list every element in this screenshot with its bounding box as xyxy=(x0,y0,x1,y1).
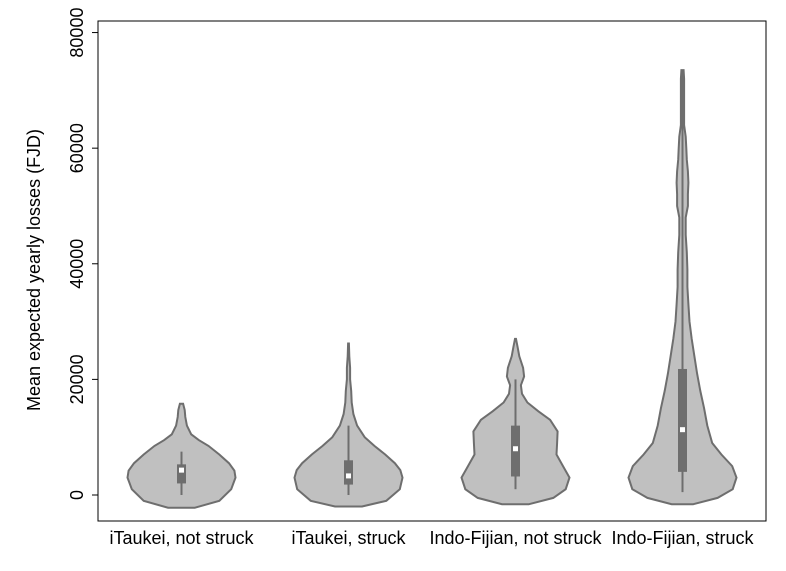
violin-median-marker xyxy=(346,473,351,479)
violin-median-marker xyxy=(680,427,685,433)
y-tick-label: 20000 xyxy=(67,354,87,404)
y-tick-label: 80000 xyxy=(67,8,87,58)
violin-iqr-box xyxy=(678,368,687,472)
y-axis: 0 20000 40000 60000 80000 xyxy=(67,8,98,500)
violin-shape xyxy=(293,342,404,508)
y-axis-title: Mean expected yearly losses (FJD) xyxy=(24,129,44,411)
x-category-label: Indo-Fijian, struck xyxy=(611,528,754,548)
violin-median-marker xyxy=(179,467,184,473)
x-category-label: iTaukei, not struck xyxy=(109,528,254,548)
y-tick-label: 0 xyxy=(67,490,87,500)
violins-layer xyxy=(126,69,738,509)
x-category-label: iTaukei, struck xyxy=(291,528,406,548)
plot-frame xyxy=(97,20,767,522)
y-tick-label: 60000 xyxy=(67,123,87,173)
violin-iqr-box xyxy=(177,464,186,484)
violin-iqr-box xyxy=(344,460,353,485)
x-axis: iTaukei, not struck iTaukei, struck Indo-F… xyxy=(109,528,754,548)
x-category-label: Indo-Fijian, not struck xyxy=(429,528,602,548)
y-tick-label: 40000 xyxy=(67,239,87,289)
violin-median-marker xyxy=(513,446,518,452)
